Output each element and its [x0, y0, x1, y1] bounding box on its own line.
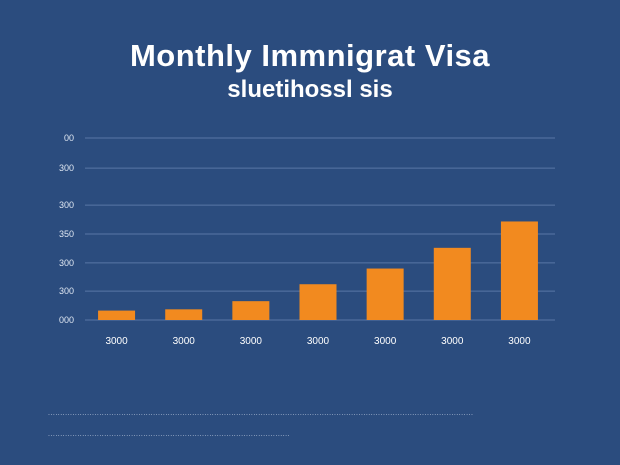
y-tick-label: 300: [59, 286, 74, 296]
y-tick-label: 350: [59, 229, 74, 239]
bar: [500, 221, 538, 320]
chart-title: Monthly Immnigrat Visa: [129, 38, 491, 73]
bar-chart: 000 300 300 350 300 300 00 3000 3000 3000 3000 3000…: [59, 133, 555, 347]
footnote-line-2: ........................................…: [48, 431, 291, 438]
bar: [165, 309, 203, 320]
bar: [232, 301, 270, 320]
y-tick-label: 00: [64, 133, 74, 143]
bar: [299, 284, 337, 320]
y-tick-label: 000: [59, 315, 74, 325]
bar: [98, 310, 136, 320]
footnote-line-1: ........................................…: [48, 410, 474, 417]
chart-subtitle: sluetihossl sis: [227, 76, 393, 103]
x-tick-label: 3000: [105, 336, 128, 347]
y-tick-label: 300: [59, 258, 74, 268]
x-tick-label: 3000: [173, 336, 196, 347]
bar: [433, 247, 471, 320]
y-tick-label: 300: [59, 200, 74, 210]
x-tick-label: 3000: [240, 336, 263, 347]
x-tick-label: 3000: [508, 336, 531, 347]
y-tick-label: 300: [59, 163, 74, 173]
bar: [366, 268, 404, 320]
x-tick-label: 3000: [307, 336, 330, 347]
x-tick-label: 3000: [441, 336, 464, 347]
x-tick-label: 3000: [374, 336, 397, 347]
